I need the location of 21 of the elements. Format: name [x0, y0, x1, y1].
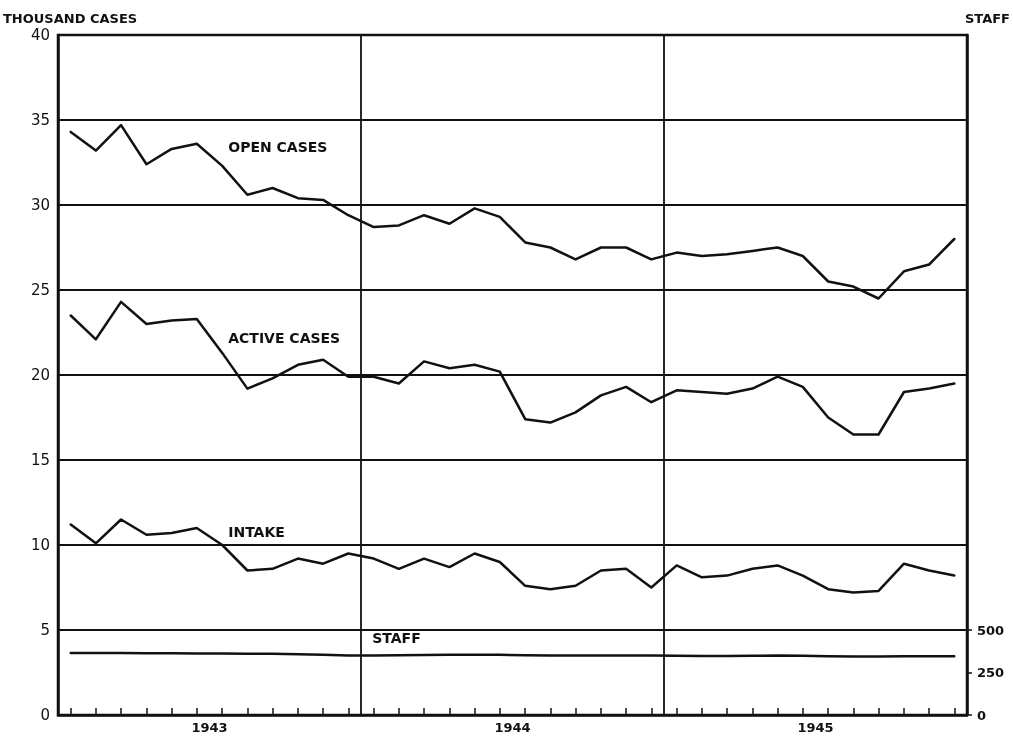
y2-axis-title: STAFF [964, 11, 1010, 26]
y-tick-label: 15 [30, 451, 50, 469]
y-axis-title: THOUSAND CASES [3, 11, 138, 26]
series-label: OPEN CASES [228, 138, 328, 155]
x-tick-label: 1944 [494, 720, 531, 735]
y-tick-label: 40 [30, 26, 50, 44]
y-tick-label: 0 [40, 706, 50, 724]
y-tick-label: 25 [30, 281, 50, 299]
series-label: INTAKE [228, 524, 285, 540]
y2-tick-label: 250 [977, 665, 1005, 680]
y-tick-label: 20 [30, 366, 50, 384]
y-tick-label: 35 [30, 111, 50, 129]
y2-tick-label: 500 [977, 622, 1005, 638]
y-tick-label: 30 [30, 196, 50, 214]
x-tick-label: 1945 [797, 720, 834, 735]
y-tick-label: 5 [40, 621, 50, 639]
x-tick-label: 1943 [191, 720, 228, 735]
series-label: STAFF [372, 630, 421, 647]
y-tick-label: 10 [30, 536, 50, 554]
series-label: ACTIVE CASES [228, 329, 341, 346]
y2-tick-label: 0 [977, 707, 987, 723]
